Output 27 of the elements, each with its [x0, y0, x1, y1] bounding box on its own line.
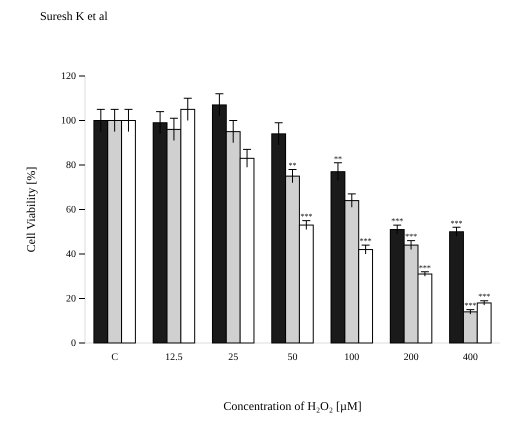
- x-axis-title: Concentration of H₂O₂ [µM]: [223, 399, 362, 413]
- data-label: ***: [300, 212, 312, 222]
- y-tick-label: 60: [66, 204, 76, 216]
- y-tick-label: 0: [71, 338, 76, 350]
- y-tick-label: 20: [66, 294, 76, 305]
- y-tick-label: 120: [61, 71, 76, 82]
- data-label: **: [288, 160, 296, 170]
- y-tick-label: 40: [66, 249, 76, 260]
- data-label: ***: [405, 232, 418, 242]
- x-tick-label: 12.5: [165, 352, 183, 364]
- y-tick-label: 80: [66, 160, 76, 172]
- y-tick-label: 100: [61, 116, 76, 127]
- data-label: ***: [418, 263, 431, 272]
- x-tick-label: 400: [462, 352, 478, 364]
- x-tick-label: 25: [228, 352, 238, 364]
- data-label: ***: [478, 292, 490, 302]
- data-label: ***: [360, 236, 372, 246]
- x-tick-label: 100: [344, 352, 360, 364]
- x-tick-label: 50: [288, 352, 298, 364]
- y-axis-title: Cell Viability [%]: [24, 166, 38, 252]
- data-label: **: [334, 154, 342, 164]
- data-label: ***: [391, 216, 404, 226]
- x-tick-label: C: [111, 352, 118, 364]
- chart-title: Suresh K et al: [40, 9, 108, 23]
- data-label: ***: [464, 301, 476, 310]
- x-tick-label: 200: [404, 352, 419, 364]
- data-label: ***: [450, 218, 463, 228]
